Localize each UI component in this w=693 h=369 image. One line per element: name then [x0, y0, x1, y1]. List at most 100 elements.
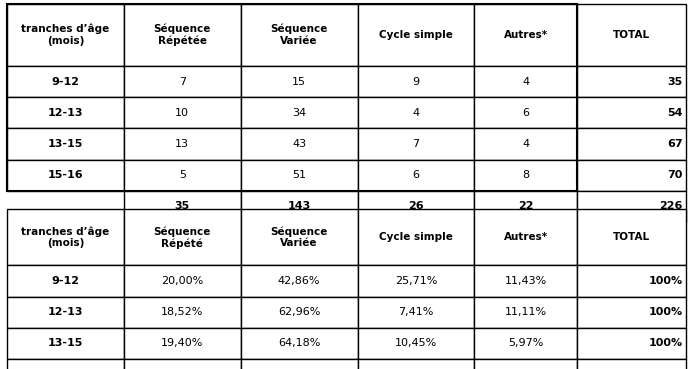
Bar	[7, 128, 124, 160]
Bar	[124, 160, 240, 191]
Text: 70: 70	[667, 170, 683, 180]
Bar	[475, 265, 577, 297]
Text: 62,96%: 62,96%	[278, 307, 320, 317]
Bar	[358, 359, 475, 369]
Text: 100%: 100%	[649, 338, 683, 348]
Text: 7: 7	[412, 139, 419, 149]
Bar	[577, 328, 686, 359]
Bar	[124, 265, 240, 297]
Text: tranches d’âge
(mois): tranches d’âge (mois)	[21, 226, 109, 248]
Text: 18,52%: 18,52%	[161, 307, 204, 317]
Bar	[240, 359, 358, 369]
Text: 11,43%: 11,43%	[505, 276, 547, 286]
Bar	[358, 265, 475, 297]
Text: 9-12: 9-12	[51, 77, 80, 87]
Text: 20,00%: 20,00%	[161, 276, 203, 286]
Bar	[475, 4, 577, 66]
Bar	[475, 128, 577, 160]
Text: Cycle simple: Cycle simple	[379, 30, 453, 40]
Text: 143: 143	[288, 201, 310, 211]
Text: 226: 226	[659, 201, 683, 211]
Text: 7,41%: 7,41%	[398, 307, 434, 317]
Bar	[577, 265, 686, 297]
Bar	[475, 160, 577, 191]
Bar	[124, 97, 240, 128]
Text: 34: 34	[292, 108, 306, 118]
Text: Séquence
Répété: Séquence Répété	[154, 226, 211, 249]
Bar	[7, 265, 124, 297]
Bar	[358, 4, 475, 66]
Text: 9-12: 9-12	[51, 276, 80, 286]
Bar	[577, 191, 686, 222]
Bar	[475, 191, 577, 222]
Bar	[240, 209, 358, 265]
Bar	[358, 328, 475, 359]
Bar	[475, 297, 577, 328]
Text: 26: 26	[408, 201, 424, 211]
Text: 54: 54	[667, 108, 683, 118]
Bar	[577, 4, 686, 66]
Text: 4: 4	[523, 77, 529, 87]
Text: 67: 67	[667, 139, 683, 149]
Bar	[124, 128, 240, 160]
Bar	[7, 4, 577, 191]
Text: Séquence
Répétée: Séquence Répétée	[154, 24, 211, 46]
Bar	[7, 160, 124, 191]
Text: 6: 6	[412, 170, 419, 180]
Text: 35: 35	[175, 201, 190, 211]
Text: Cycle simple: Cycle simple	[379, 232, 453, 242]
Bar	[124, 359, 240, 369]
Text: 13-15: 13-15	[48, 139, 83, 149]
Text: 4: 4	[412, 108, 419, 118]
Text: Séquence
Variée: Séquence Variée	[270, 24, 328, 46]
Text: 15-16: 15-16	[48, 170, 83, 180]
Text: 13: 13	[175, 139, 189, 149]
Bar	[577, 359, 686, 369]
Text: 4: 4	[523, 139, 529, 149]
Text: TOTAL: TOTAL	[613, 30, 650, 40]
Text: 51: 51	[292, 170, 306, 180]
Bar	[124, 328, 240, 359]
Text: 5,97%: 5,97%	[508, 338, 543, 348]
Text: 6: 6	[523, 108, 529, 118]
Bar	[240, 160, 358, 191]
Text: 12-13: 12-13	[48, 307, 83, 317]
Bar	[358, 66, 475, 97]
Bar	[577, 297, 686, 328]
Bar	[240, 297, 358, 328]
Text: 11,11%: 11,11%	[505, 307, 547, 317]
Text: 7: 7	[179, 77, 186, 87]
Text: Autres*: Autres*	[504, 30, 548, 40]
Text: 15: 15	[292, 77, 306, 87]
Bar	[124, 209, 240, 265]
Text: 19,40%: 19,40%	[161, 338, 204, 348]
Text: 100%: 100%	[649, 276, 683, 286]
Bar	[358, 97, 475, 128]
Text: 10,45%: 10,45%	[395, 338, 437, 348]
Bar	[475, 359, 577, 369]
Bar	[240, 4, 358, 66]
Bar	[7, 66, 124, 97]
Bar	[358, 191, 475, 222]
Bar	[475, 328, 577, 359]
Text: 12-13: 12-13	[48, 108, 83, 118]
Bar	[7, 328, 124, 359]
Bar	[124, 297, 240, 328]
Text: 43: 43	[292, 139, 306, 149]
Bar	[240, 328, 358, 359]
Text: 100%: 100%	[649, 307, 683, 317]
Bar	[577, 97, 686, 128]
Bar	[240, 97, 358, 128]
Text: tranches d’âge
(mois): tranches d’âge (mois)	[21, 24, 109, 46]
Text: 9: 9	[412, 77, 419, 87]
Bar	[7, 209, 124, 265]
Text: TOTAL: TOTAL	[613, 232, 650, 242]
Bar	[577, 209, 686, 265]
Text: 5: 5	[179, 170, 186, 180]
Bar	[577, 160, 686, 191]
Text: 8: 8	[523, 170, 529, 180]
Bar	[7, 359, 124, 369]
Text: 42,86%: 42,86%	[278, 276, 320, 286]
Bar	[124, 4, 240, 66]
Text: Séquence
Variée: Séquence Variée	[270, 226, 328, 248]
